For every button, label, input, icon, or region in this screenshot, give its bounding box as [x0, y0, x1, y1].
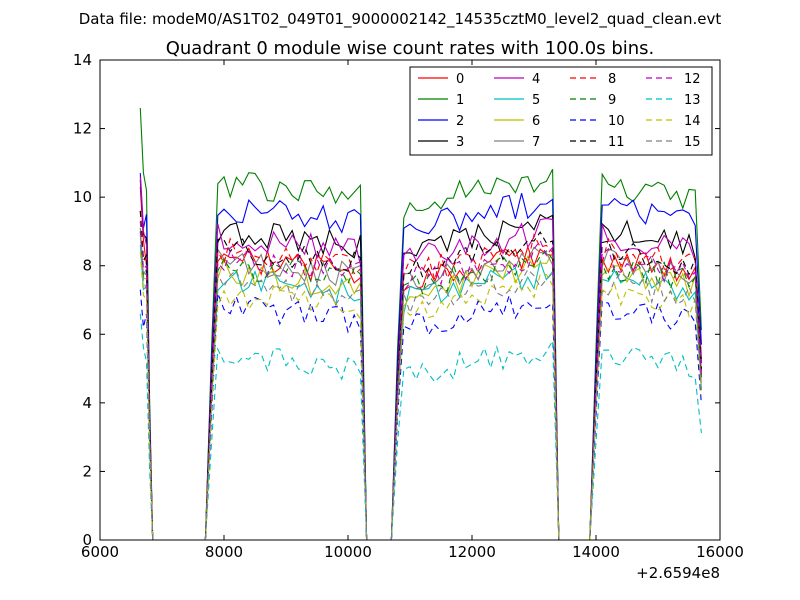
y-tick-label: 12 — [73, 120, 92, 138]
legend-label-1: 1 — [456, 93, 464, 108]
legend-label-8: 8 — [608, 72, 616, 87]
legend-label-14: 14 — [684, 114, 701, 129]
series-line-15 — [139, 234, 702, 541]
y-tick-label: 0 — [82, 531, 92, 549]
y-tick-label: 4 — [82, 394, 92, 412]
legend-label-6: 6 — [532, 114, 540, 129]
y-tick-label: 8 — [82, 257, 92, 275]
y-tick-label: 2 — [82, 462, 92, 480]
chart-title: Quadrant 0 module wise count rates with … — [166, 38, 655, 59]
legend-label-11: 11 — [608, 135, 625, 150]
x-offset-label: +2.6594e8 — [636, 564, 720, 582]
y-tick-label: 14 — [73, 51, 92, 69]
legend-label-0: 0 — [456, 72, 464, 87]
legend-label-15: 15 — [684, 135, 701, 150]
series-line-13 — [139, 313, 702, 541]
legend-label-4: 4 — [532, 72, 540, 87]
legend-label-5: 5 — [532, 93, 540, 108]
series-line-8 — [139, 210, 702, 541]
plot-frame — [99, 59, 721, 541]
x-tick-label: 14000 — [572, 543, 620, 561]
legend-label-12: 12 — [684, 72, 701, 87]
plot-lines — [139, 107, 702, 541]
series-line-9 — [139, 231, 702, 541]
legend-label-13: 13 — [684, 93, 701, 108]
y-tick-label: 6 — [82, 325, 92, 343]
series-line-4 — [139, 176, 702, 541]
x-tick-label: 16000 — [696, 543, 744, 561]
series-line-2 — [139, 173, 702, 541]
legend-label-10: 10 — [608, 114, 625, 129]
series-line-3 — [139, 179, 702, 541]
series-line-12 — [139, 221, 702, 541]
series-line-1 — [139, 107, 702, 541]
x-tick-label: 8000 — [205, 543, 243, 561]
x-tick-label: 6000 — [81, 543, 119, 561]
legend-label-2: 2 — [456, 114, 464, 129]
legend-box — [409, 66, 713, 156]
legend-label-3: 3 — [456, 135, 464, 150]
series-line-10 — [139, 289, 702, 541]
series-line-14 — [139, 251, 702, 541]
legend-label-9: 9 — [608, 93, 616, 108]
legend-label-7: 7 — [532, 135, 540, 150]
series-line-5 — [139, 245, 702, 541]
chart-suptitle: Data file: modeM0/AS1T02_049T01_90000021… — [79, 10, 722, 29]
x-tick-label: 10000 — [324, 543, 372, 561]
y-tick-label: 10 — [73, 188, 92, 206]
x-tick-label: 12000 — [448, 543, 496, 561]
series-line-11 — [139, 210, 702, 541]
